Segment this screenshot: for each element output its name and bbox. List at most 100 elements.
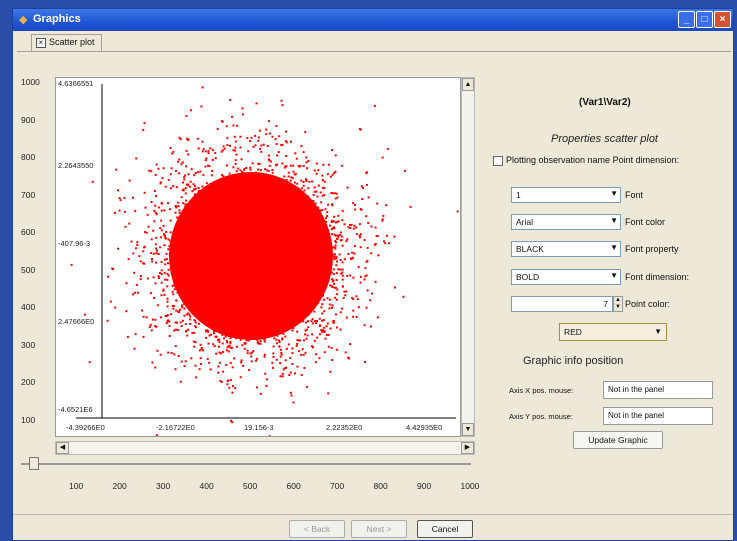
scatter-point bbox=[272, 307, 275, 310]
scatter-point bbox=[195, 287, 198, 290]
font-combo[interactable]: Arial ▼ bbox=[511, 214, 621, 230]
zoom-slider-thumb[interactable] bbox=[29, 457, 39, 470]
next-button[interactable]: Next > bbox=[351, 520, 407, 538]
scatter-plot-area[interactable]: 4.6366551 2.2643550 -407.96-3 2.47666E0 -4.6… bbox=[55, 77, 461, 437]
scroll-down-button[interactable]: ▼ bbox=[462, 423, 474, 436]
font-color-combo[interactable]: BLACK ▼ bbox=[511, 241, 621, 257]
scatter-point bbox=[319, 288, 322, 291]
scatter-point bbox=[282, 289, 285, 292]
scatter-point bbox=[299, 218, 301, 221]
scatter-point bbox=[296, 232, 299, 235]
scatter-point bbox=[289, 216, 292, 219]
scatter-point bbox=[373, 243, 376, 246]
scatter-point bbox=[270, 272, 272, 275]
scatter-point bbox=[337, 214, 340, 217]
scatter-point bbox=[293, 285, 296, 288]
scatter-point bbox=[207, 307, 210, 310]
scroll-left-button[interactable]: ◀ bbox=[56, 442, 69, 454]
scatter-point bbox=[202, 262, 205, 265]
tab-close-icon[interactable]: × bbox=[36, 38, 46, 48]
scatter-point bbox=[299, 339, 302, 342]
horizontal-scrollbar[interactable]: ◀ ▶ bbox=[55, 441, 475, 455]
scatter-point bbox=[292, 309, 295, 312]
scatter-point bbox=[188, 286, 191, 289]
scatter-point bbox=[225, 363, 228, 366]
scatter-point bbox=[278, 269, 280, 271]
scatter-point bbox=[170, 352, 173, 354]
scatter-point bbox=[287, 285, 289, 288]
scatter-point bbox=[194, 208, 197, 211]
scatter-point bbox=[232, 239, 235, 242]
tab-scatter-plot[interactable]: × Scatter plot bbox=[31, 34, 102, 51]
scatter-point bbox=[227, 224, 230, 227]
scatter-point bbox=[282, 201, 285, 204]
scatter-point bbox=[239, 325, 242, 328]
scatter-point bbox=[214, 230, 217, 233]
scatter-point bbox=[233, 135, 236, 138]
spinner-arrows-icon[interactable]: ▲ ▼ bbox=[613, 296, 623, 312]
point-color-combo[interactable]: RED ▼ bbox=[559, 323, 667, 341]
maximize-button[interactable]: □ bbox=[696, 11, 713, 28]
scatter-point bbox=[278, 213, 281, 216]
scatter-point bbox=[269, 237, 272, 240]
scatter-point bbox=[329, 327, 332, 330]
scatter-point bbox=[312, 346, 314, 349]
scatter-point bbox=[300, 179, 303, 182]
scatter-point bbox=[176, 216, 179, 219]
scatter-point bbox=[180, 163, 183, 166]
zoom-slider-track[interactable] bbox=[21, 463, 471, 465]
scatter-point bbox=[297, 165, 300, 167]
window-title: Graphics bbox=[33, 13, 81, 25]
scatter-point bbox=[304, 301, 307, 303]
scatter-point bbox=[246, 295, 249, 298]
scatter-point bbox=[294, 216, 297, 219]
scatter-point bbox=[232, 254, 235, 257]
scatter-point bbox=[234, 199, 237, 202]
axis-x-field[interactable]: Not in the panel bbox=[603, 381, 713, 399]
scatter-point bbox=[220, 277, 223, 280]
scatter-point bbox=[195, 271, 198, 274]
scatter-point bbox=[293, 306, 296, 309]
font-size-combo[interactable]: 1 ▼ bbox=[511, 187, 621, 203]
scroll-right-button[interactable]: ▶ bbox=[461, 442, 474, 454]
scatter-point bbox=[331, 304, 334, 307]
cancel-button[interactable]: Cancel bbox=[417, 520, 473, 538]
vertical-scrollbar[interactable]: ▲ ▼ bbox=[461, 77, 475, 437]
back-button[interactable]: < Back bbox=[289, 520, 345, 538]
scatter-point bbox=[236, 288, 239, 291]
close-button[interactable]: × bbox=[714, 11, 731, 28]
minimize-button[interactable]: _ bbox=[678, 11, 695, 28]
scatter-point bbox=[284, 244, 287, 247]
scatter-point bbox=[284, 300, 287, 303]
scatter-point bbox=[237, 321, 240, 324]
scatter-point bbox=[210, 174, 213, 177]
scatter-point bbox=[244, 238, 247, 241]
scatter-point bbox=[254, 134, 257, 137]
y-tick-label: 400 bbox=[21, 302, 36, 312]
point-dimension-spinner[interactable]: 7 bbox=[511, 296, 613, 312]
scatter-point bbox=[190, 202, 193, 205]
plot-names-checkbox[interactable] bbox=[493, 155, 503, 166]
scatter-point bbox=[238, 311, 241, 314]
scatter-point bbox=[311, 333, 314, 336]
scatter-point bbox=[171, 305, 174, 307]
scatter-point bbox=[229, 337, 232, 340]
scatter-point bbox=[255, 225, 258, 228]
update-graphic-button[interactable]: Update Graphic bbox=[573, 431, 663, 449]
axis-y-field[interactable]: Not in the panel bbox=[603, 407, 713, 425]
scatter-point bbox=[336, 221, 339, 224]
scatter-point bbox=[234, 253, 237, 256]
scroll-up-button[interactable]: ▲ bbox=[462, 78, 474, 91]
title-bar[interactable]: ◆ Graphics _ □ × bbox=[13, 9, 733, 31]
scatter-point bbox=[268, 200, 271, 203]
scatter-point bbox=[218, 258, 221, 261]
font-property-combo[interactable]: BOLD ▼ bbox=[511, 269, 621, 285]
scatter-point bbox=[279, 294, 282, 297]
scatter-point bbox=[230, 246, 232, 249]
scatter-point bbox=[157, 277, 160, 279]
scatter-point bbox=[248, 250, 251, 253]
scatter-point bbox=[281, 253, 284, 255]
scatter-point bbox=[250, 284, 253, 287]
scatter-point bbox=[214, 216, 217, 219]
plot-names-checkbox-row[interactable]: Plotting observation name Point dimensio… bbox=[493, 155, 679, 166]
